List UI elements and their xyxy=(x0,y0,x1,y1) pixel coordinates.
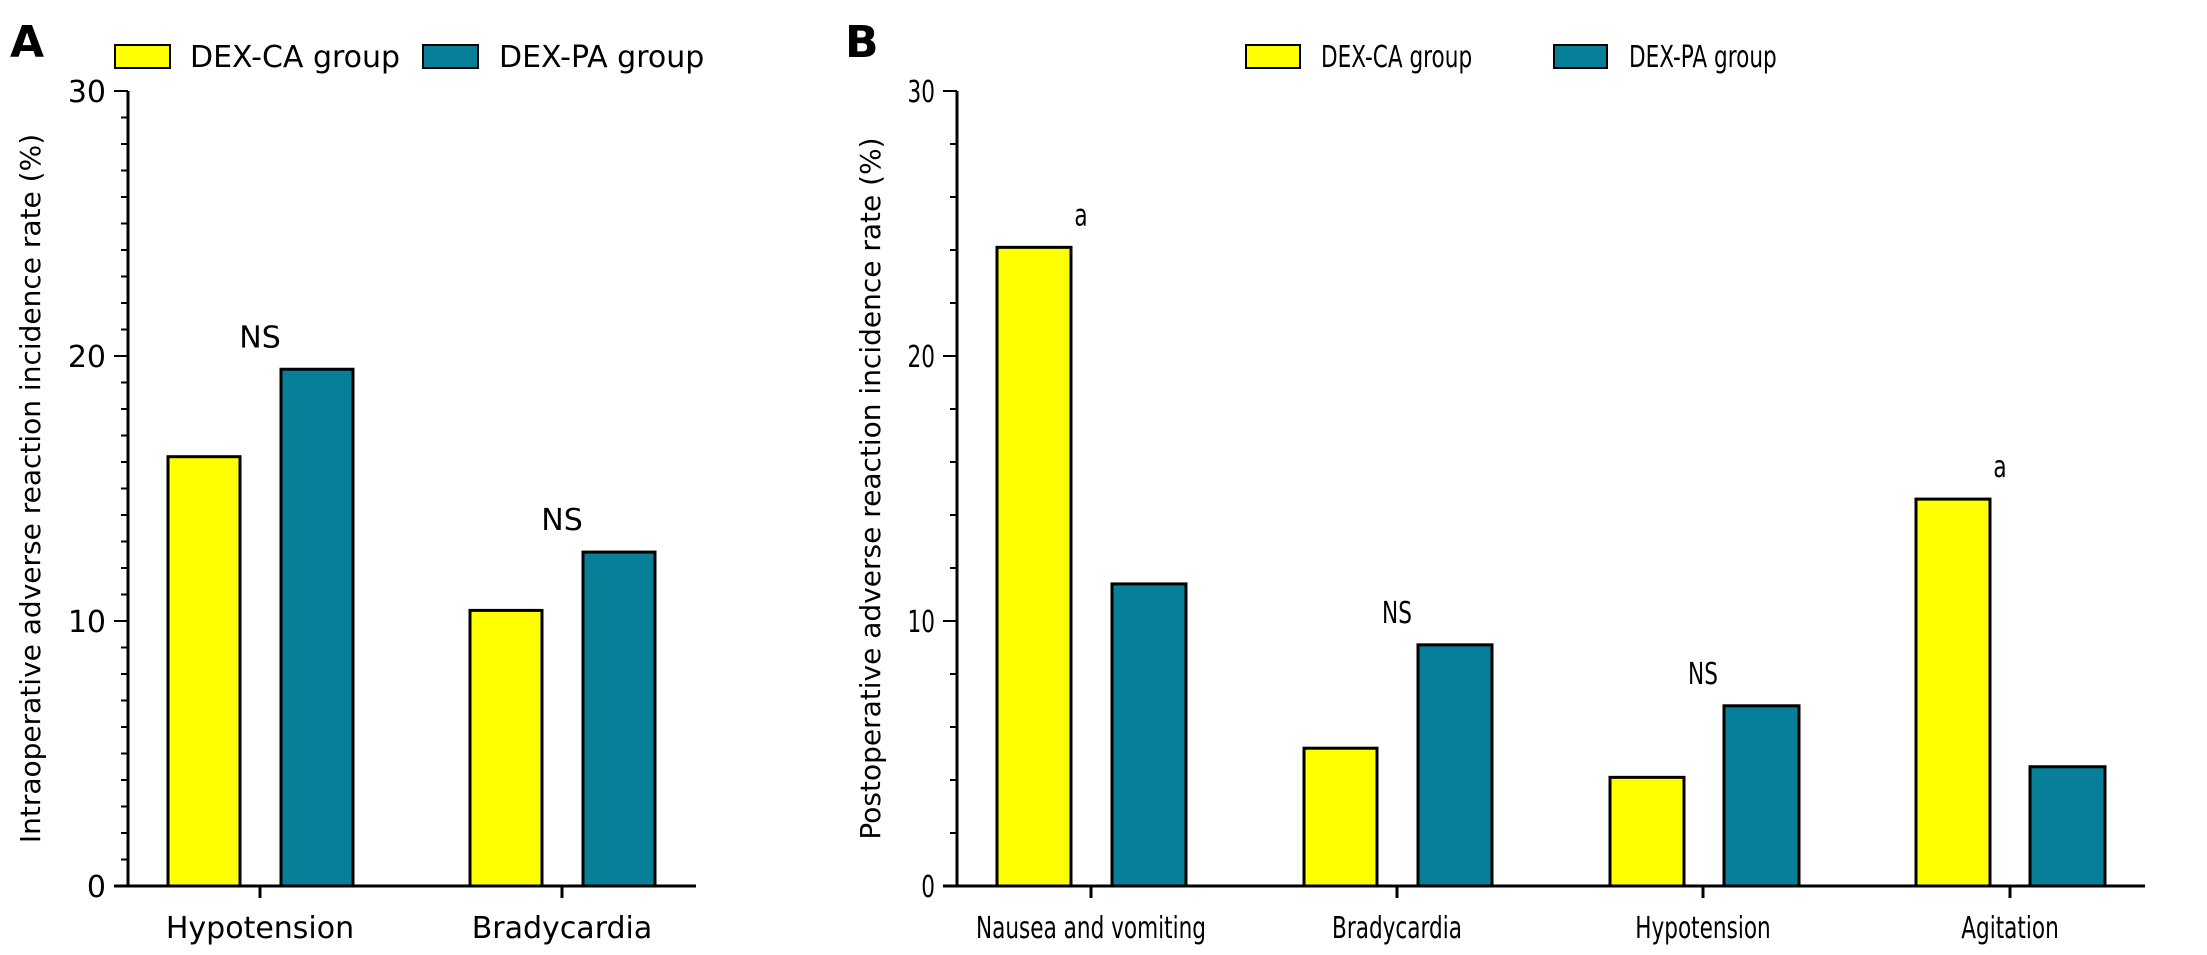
significance-label: NS xyxy=(1688,657,1718,691)
significance-label: NS xyxy=(1382,596,1412,630)
bar-bradycardia-dex-pa xyxy=(581,550,657,888)
y-tick-label: 10 xyxy=(908,606,935,640)
bar-nausea-and-vomiting-dex-ca xyxy=(995,245,1073,888)
bar-hypotension-dex-pa xyxy=(1722,704,1801,888)
panel-label: B xyxy=(845,17,879,68)
x-tick-label: Bradycardia xyxy=(472,911,653,946)
bar-bradycardia-dex-pa xyxy=(1416,643,1494,888)
y-tick-label: 30 xyxy=(68,75,106,110)
legend-label: DEX-CA group xyxy=(1321,41,1472,75)
significance-label: a xyxy=(1993,451,2006,485)
x-tick-label: Hypotension xyxy=(1635,912,1770,946)
y-tick-label: 30 xyxy=(908,76,935,110)
y-axis-label: Intraoperative adverse reaction incidenc… xyxy=(14,134,47,843)
legend-swatch xyxy=(114,44,171,69)
legend-swatch xyxy=(1245,44,1301,69)
panel-A: A DEX-CA group DEX-PA group 0 10 20 30 Intraope… xyxy=(10,17,704,946)
legend-swatch xyxy=(422,44,479,69)
significance-label: NS xyxy=(239,320,280,355)
legend-label: DEX-CA group xyxy=(190,40,400,75)
y-tick-label: 20 xyxy=(908,341,935,375)
y-axis-label: Postoperative adverse reaction incidence… xyxy=(854,137,887,839)
bar-agitation-dex-pa xyxy=(2028,765,2107,888)
legend-label: DEX-PA group xyxy=(499,40,704,75)
y-tick-label: 0 xyxy=(87,870,106,905)
bar-bradycardia-dex-ca xyxy=(468,608,544,888)
x-tick-label: Nausea and vomiting xyxy=(976,912,1206,946)
bar-agitation-dex-ca xyxy=(1914,497,1992,888)
bar-hypotension-dex-pa xyxy=(279,367,355,888)
bar-hypotension-dex-ca xyxy=(166,455,242,888)
bar-bradycardia-dex-ca xyxy=(1302,746,1379,888)
legend-label: DEX-PA group xyxy=(1629,41,1777,75)
significance-label: NS xyxy=(541,503,582,538)
legend-swatch xyxy=(1553,44,1608,69)
bar-nausea-and-vomiting-dex-pa xyxy=(1110,582,1188,888)
significance-label: a xyxy=(1074,199,1087,233)
panel-B: B DEX-CA group DEX-PA group 0 10 20 30 Postoper… xyxy=(845,17,2145,946)
y-tick-label: 10 xyxy=(68,605,106,640)
x-tick-label: Agitation xyxy=(1961,912,2059,946)
x-tick-label: Hypotension xyxy=(166,911,354,946)
x-tick-label: Bradycardia xyxy=(1332,912,1462,946)
panel-label: A xyxy=(10,17,44,68)
y-tick-label: 0 xyxy=(921,871,935,905)
y-tick-label: 20 xyxy=(68,340,106,375)
bar-hypotension-dex-ca xyxy=(1608,775,1686,888)
